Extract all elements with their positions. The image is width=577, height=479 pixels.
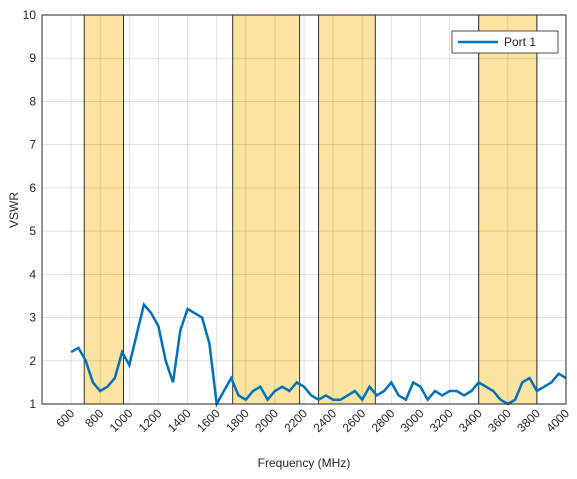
x-tick-label: 2200 — [281, 406, 310, 435]
y-tick-label: 5 — [29, 224, 36, 238]
x-tick-label: 3400 — [456, 406, 485, 435]
x-tick-label: 4000 — [543, 406, 572, 435]
y-tick-label: 3 — [29, 311, 36, 325]
x-tick-label: 1600 — [194, 406, 223, 435]
x-tick-label: 3800 — [514, 406, 543, 435]
x-tick-label: 3000 — [398, 406, 427, 435]
x-tick-label: 3200 — [427, 406, 456, 435]
x-tick-label: 600 — [53, 406, 77, 430]
band — [478, 14, 538, 405]
x-tick-label: 1200 — [136, 406, 165, 435]
x-tick-label: 1400 — [165, 406, 194, 435]
y-tick-label: 8 — [29, 94, 36, 108]
x-tick-label: 2600 — [340, 406, 369, 435]
y-tick-label: 9 — [29, 51, 36, 65]
y-tick-label: 6 — [29, 181, 36, 195]
x-tick-label: 2000 — [252, 406, 281, 435]
y-tick-label: 4 — [29, 267, 36, 281]
axes-box — [41, 14, 567, 405]
x-tick-label: 2400 — [310, 406, 339, 435]
band — [232, 14, 301, 405]
x-axis-label: Frequency (MHz) — [258, 456, 351, 470]
y-tick-label: 1 — [29, 397, 36, 411]
x-tick-label: 3600 — [485, 406, 514, 435]
y-tick-label: 10 — [23, 8, 37, 22]
y-axis-label: VSWR — [7, 192, 21, 228]
x-tick-label: 1800 — [223, 406, 252, 435]
x-tick-label: 800 — [82, 406, 106, 430]
legend-box — [451, 30, 559, 54]
y-tick-label: 7 — [29, 138, 36, 152]
data-line — [70, 301, 567, 408]
band — [318, 14, 376, 405]
y-tick-label: 2 — [29, 354, 36, 368]
x-tick-label: 1000 — [107, 406, 136, 435]
band — [83, 14, 125, 405]
x-tick-label: 2800 — [369, 406, 398, 435]
legend-label: Port 1 — [504, 35, 536, 49]
